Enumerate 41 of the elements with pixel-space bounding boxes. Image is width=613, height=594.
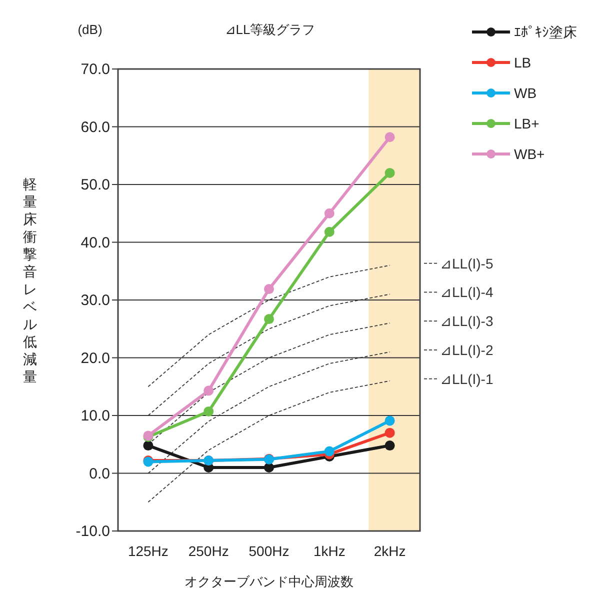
x-tick-label: 250Hz [188,543,229,559]
point [384,168,395,178]
point [384,428,395,438]
text: (dB) [78,22,102,37]
x-tick-label: 500Hz [248,543,290,559]
point [384,440,395,451]
y-tick-label: -10.0 [76,523,110,540]
x-axis-title: オクターブバンド中心周波数 [184,574,354,589]
y-tick-label: 20.0 [80,350,110,367]
chart-title: ⊿LL等級グラフ [224,22,316,37]
legend-label: ⊿LL(I)-3 [440,313,494,330]
y-tick-label: 0.0 [89,465,110,482]
legend-label: ⊿LL(I)-4 [440,284,494,300]
legend-label: WB [514,85,537,101]
y-tick-label: 70.0 [80,61,110,78]
x-tick-label: 1kHz [313,543,346,559]
point [264,314,274,324]
point [384,132,395,142]
x-tick-label: 2kHz [374,543,406,559]
y-tick-label: 60.0 [80,118,110,136]
point [204,406,214,416]
x-tick-label: 125Hz [128,543,168,559]
point [204,386,214,396]
legend-label: ｴﾎﾟｷｼ塗床 [514,24,577,40]
y-tick-label: 30.0 [80,292,110,309]
point [143,440,154,451]
y-tick-label: 40.0 [80,234,110,252]
legend-label: ⊿LL(I)-5 [440,255,494,272]
legend-label: LB [514,54,532,70]
point [324,226,334,237]
y-tick-label: 50.0 [80,176,110,194]
point [264,284,274,294]
legend-label: ⊿LL(I)-1 [440,370,494,387]
legend-label: ⊿LL(I)-2 [440,342,494,358]
legend-label: WB+ [514,146,545,162]
point [324,446,334,456]
text: 軽量床衝撃音レベル低減量 [23,176,37,384]
y-tick-label: 10.0 [80,408,110,424]
legend-label: LB+ [514,116,540,132]
point [324,208,334,218]
point [384,416,395,426]
